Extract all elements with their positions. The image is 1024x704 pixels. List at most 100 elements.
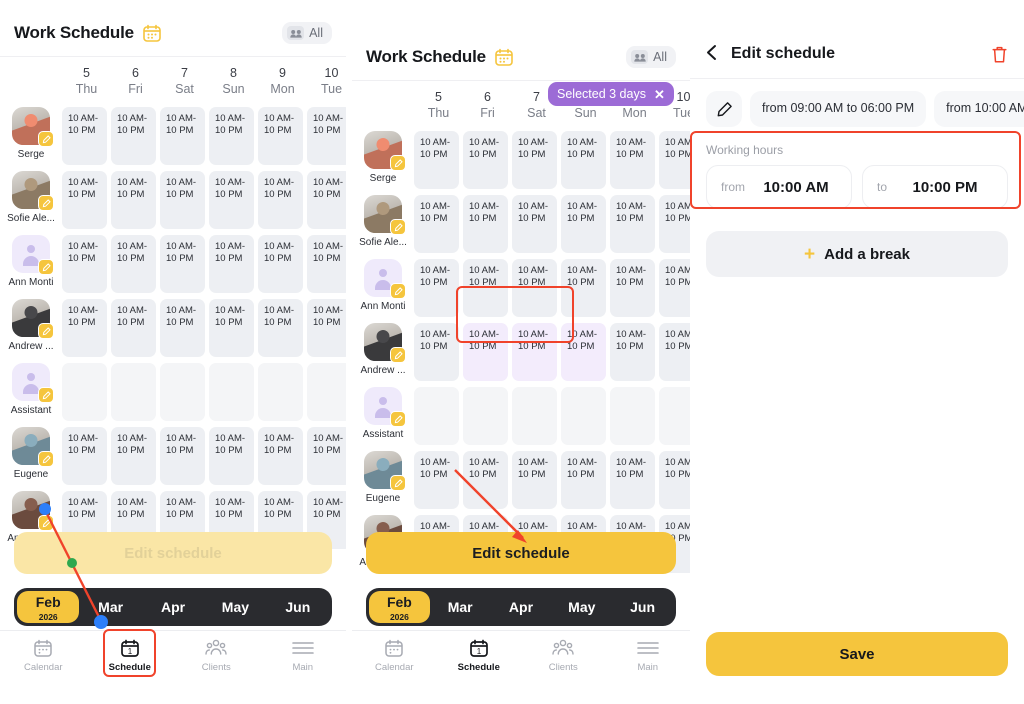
schedule-slot[interactable]: 10 AM-10 PM — [160, 299, 205, 357]
schedule-slot[interactable]: 10 AM-10 PM — [62, 235, 107, 293]
tab-clients[interactable]: Clients — [521, 637, 606, 673]
schedule-slot[interactable]: 10 AM-10 PM — [209, 299, 254, 357]
schedule-slot[interactable]: 10 AM-10 PM — [258, 171, 303, 229]
schedule-slot[interactable]: 10 AM-10 PM — [463, 259, 508, 317]
schedule-slot-selected[interactable]: 10 AM- 10 PM — [463, 323, 508, 381]
staff-cell[interactable]: Andrew ... — [0, 293, 62, 353]
schedule-slot[interactable]: 10 AM-10 PM — [258, 299, 303, 357]
staff-cell[interactable]: Andrew ... — [352, 317, 414, 377]
schedule-slot[interactable]: 10 AM-10 PM — [561, 195, 606, 253]
table-row[interactable]: Sofie Ale... 10 AM- 10 PM 10 AM- 10 PM 10 AM-… — [352, 189, 690, 253]
pencil-icon[interactable] — [706, 91, 742, 127]
left-month-selector[interactable]: Feb 2026 Mar Apr May Jun — [14, 588, 332, 626]
schedule-slot[interactable]: 10 AM-10 PM — [512, 131, 557, 189]
schedule-slot[interactable] — [659, 387, 690, 445]
staff-cell[interactable]: Eugene — [0, 421, 62, 481]
staff-cell[interactable]: Eugene — [352, 445, 414, 505]
table-row[interactable]: Andrew ... 10 AM- 10 PM 10 AM- 10 PM 10 AM- 10… — [0, 293, 346, 357]
schedule-slot[interactable]: 10 AM-10 PM — [258, 427, 303, 485]
schedule-slot[interactable]: 10 AM-10 PM — [512, 259, 557, 317]
month-option[interactable]: Feb 2026 — [369, 591, 430, 623]
close-icon[interactable]: ✕ — [653, 86, 665, 102]
month-option[interactable]: Mar — [447, 599, 473, 615]
day-column-header[interactable]: 8 Sun — [209, 65, 258, 97]
day-column-header[interactable]: 5 Thu — [414, 89, 463, 121]
schedule-slot[interactable] — [160, 363, 205, 421]
tab-clients[interactable]: Clients — [173, 637, 260, 673]
staff-cell[interactable]: Ann Monti — [0, 229, 62, 289]
month-option[interactable]: Jun — [285, 599, 311, 615]
chevron-left-icon[interactable] — [706, 44, 717, 64]
schedule-slot[interactable]: 10 AM-10 PM — [414, 131, 459, 189]
schedule-slot[interactable]: 10 AM-10 PM — [610, 259, 655, 317]
table-row[interactable]: Eugene 10 AM- 10 PM 10 AM- 10 PM 10 AM- 10 PM 1… — [0, 421, 346, 485]
staff-cell[interactable]: Assistant — [0, 357, 62, 417]
schedule-slot[interactable] — [307, 363, 346, 421]
pencil-icon[interactable] — [38, 387, 54, 403]
schedule-slot[interactable]: 10 AM-10 PM — [111, 299, 156, 357]
pencil-icon[interactable] — [38, 515, 54, 531]
pencil-icon[interactable] — [390, 411, 406, 427]
tab-main[interactable]: Main — [606, 637, 691, 673]
schedule-slot[interactable]: 10 AM-10 PM — [561, 451, 606, 509]
pencil-icon[interactable] — [38, 195, 54, 211]
schedule-slot[interactable]: 10 AM-10 PM — [561, 259, 606, 317]
table-row[interactable]: Serge 10 AM- 10 PM 10 AM- 10 PM 10 AM- 10 PM 10… — [352, 125, 690, 189]
staff-cell[interactable]: Assistant — [352, 381, 414, 441]
staff-cell[interactable]: Sofie Ale... — [352, 189, 414, 249]
tab-calendar[interactable]: Calendar — [352, 637, 437, 673]
day-column-header[interactable]: 6 Fri — [463, 89, 512, 121]
table-row[interactable]: Andrew ... 10 AM- 10 PM 10 AM- 10 PM 10 AM- 10… — [352, 317, 690, 381]
schedule-slot[interactable] — [512, 387, 557, 445]
schedule-slot[interactable]: 10 AM-10 PM — [160, 427, 205, 485]
filter-chip-all[interactable]: All — [282, 22, 332, 44]
edit-schedule-button-active[interactable]: Edit schedule — [366, 532, 676, 574]
pencil-icon[interactable] — [390, 283, 406, 299]
tab-schedule[interactable]: 1 Schedule — [87, 637, 174, 673]
edit-schedule-button-disabled[interactable]: Edit schedule — [14, 532, 332, 574]
schedule-slot[interactable]: 10 AM-10 PM — [659, 451, 690, 509]
pencil-icon[interactable] — [38, 451, 54, 467]
pencil-icon[interactable] — [38, 323, 54, 339]
staff-cell[interactable]: Ann Monti — [352, 253, 414, 313]
schedule-slot[interactable]: 10 AM-10 PM — [414, 259, 459, 317]
schedule-slot[interactable]: 10 AM-10 PM — [512, 451, 557, 509]
schedule-slot[interactable]: 10 AM-10 PM — [209, 171, 254, 229]
left-staff-grid[interactable]: Serge 10 AM- 10 PM 10 AM- 10 PM 10 AM- 10 PM 10… — [0, 101, 346, 549]
day-column-header[interactable]: 7 Sat — [512, 89, 561, 121]
working-hours-to-field[interactable]: to 10:00 PM — [862, 165, 1008, 209]
schedule-slot[interactable]: 10 AM-10 PM — [463, 131, 508, 189]
schedule-slot[interactable]: 10 AM-10 PM — [62, 299, 107, 357]
working-hours-from-field[interactable]: from 10:00 AM — [706, 165, 852, 209]
schedule-slot[interactable] — [463, 387, 508, 445]
month-option[interactable]: May — [221, 599, 250, 615]
staff-cell[interactable]: Sofie Ale... — [0, 165, 62, 225]
schedule-slot-selected[interactable]: 10 AM- 10 PM — [561, 323, 606, 381]
pencil-icon[interactable] — [390, 347, 406, 363]
schedule-slot-selected[interactable]: 10 AM- 10 PM — [512, 323, 557, 381]
table-row[interactable]: Serge 10 AM- 10 PM 10 AM- 10 PM 10 AM- 10 PM 10… — [0, 101, 346, 165]
schedule-slot[interactable]: 10 AM-10 PM — [659, 195, 690, 253]
schedule-slot[interactable] — [111, 363, 156, 421]
schedule-slot[interactable]: 10 AM-10 PM — [111, 171, 156, 229]
month-option[interactable]: Apr — [508, 599, 534, 615]
schedule-slot[interactable]: 10 AM-10 PM — [209, 427, 254, 485]
day-column-header[interactable]: 5 Thu — [62, 65, 111, 97]
schedule-slot[interactable]: 10 AM-10 PM — [209, 235, 254, 293]
schedule-slot[interactable]: 10 AM-10 PM — [307, 107, 346, 165]
schedule-slot[interactable]: 10 AM-10 PM — [414, 451, 459, 509]
pencil-icon[interactable] — [390, 475, 406, 491]
table-row[interactable]: Ann Monti 10 AM- 10 PM 10 AM- 10 PM 10 AM- 10 … — [352, 253, 690, 317]
month-option[interactable]: Mar — [98, 599, 124, 615]
schedule-slot[interactable]: 10 AM-10 PM — [512, 195, 557, 253]
schedule-slot[interactable]: 10 AM-10 PM — [160, 171, 205, 229]
preset-chip-2[interactable]: from 10:00 AM to 07:00 — [934, 91, 1024, 127]
day-column-header[interactable]: 7 Sat — [160, 65, 209, 97]
left-bottom-tabbar[interactable]: Calendar 1 Schedule Clients Main — [0, 630, 346, 678]
month-option[interactable]: Jun — [630, 599, 656, 615]
schedule-slot[interactable]: 10 AM-10 PM — [307, 427, 346, 485]
mid-staff-grid[interactable]: Serge 10 AM- 10 PM 10 AM- 10 PM 10 AM- 10 PM 10… — [352, 125, 690, 573]
schedule-slot[interactable]: 10 AM-10 PM — [258, 107, 303, 165]
staff-cell[interactable]: Serge — [352, 125, 414, 185]
staff-cell[interactable]: Serge — [0, 101, 62, 161]
